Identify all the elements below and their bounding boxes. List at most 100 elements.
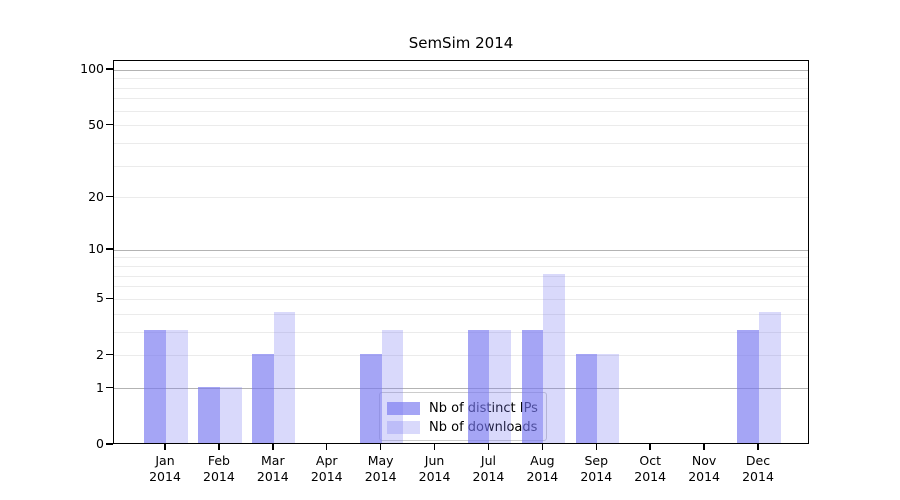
major-gridline bbox=[114, 388, 808, 390]
bar-distinct-ips bbox=[360, 353, 382, 443]
x-tick-mark bbox=[757, 444, 759, 450]
x-tick-year: 2014 bbox=[580, 468, 613, 484]
x-tick-month: Oct bbox=[639, 453, 661, 468]
y-tick-label: 0 bbox=[96, 436, 104, 451]
bar-distinct-ips bbox=[521, 330, 544, 443]
y-tick-label: 1 bbox=[96, 379, 104, 395]
minor-gridline bbox=[114, 110, 808, 112]
x-tick-label: Nov 2014 bbox=[672, 453, 736, 484]
x-tick-mark bbox=[433, 444, 436, 450]
legend: Nb of distinct IPsNb of downloads bbox=[379, 392, 547, 441]
x-tick-mark bbox=[487, 444, 490, 450]
minor-gridline bbox=[114, 355, 808, 357]
chart-title: SemSim 2014 bbox=[408, 34, 514, 52]
x-tick-year: 2014 bbox=[472, 468, 505, 484]
x-tick-month: Sep bbox=[584, 453, 609, 468]
minor-gridline bbox=[114, 87, 808, 89]
bar-distinct-ips bbox=[198, 386, 220, 443]
bar-distinct-ips bbox=[737, 330, 759, 443]
y-tick-mark bbox=[106, 248, 113, 250]
x-tick-label: Apr 2014 bbox=[295, 453, 359, 484]
x-tick-label: Oct 2014 bbox=[618, 453, 682, 484]
minor-gridline bbox=[114, 275, 808, 277]
y-tick-mark bbox=[106, 297, 113, 300]
x-tick-label: Jun 2014 bbox=[403, 453, 467, 484]
x-tick-year: 2014 bbox=[364, 468, 397, 484]
x-tick-year: 2014 bbox=[310, 468, 343, 484]
bar-downloads bbox=[597, 353, 619, 443]
y-tick-mark bbox=[106, 195, 113, 198]
y-tick-mark bbox=[106, 443, 113, 445]
x-tick-month: Aug bbox=[530, 453, 555, 468]
x-tick-month: May bbox=[367, 453, 394, 468]
bar-distinct-ips bbox=[252, 353, 274, 443]
minor-gridline bbox=[114, 331, 808, 333]
x-tick-year: 2014 bbox=[418, 468, 451, 484]
x-tick-month: Nov bbox=[691, 453, 717, 468]
minor-gridline bbox=[114, 125, 808, 127]
x-tick-month: Feb bbox=[207, 453, 230, 468]
x-tick-label: Feb 2014 bbox=[187, 453, 251, 484]
legend-swatch bbox=[387, 421, 420, 434]
x-tick-mark bbox=[379, 444, 382, 450]
bar-downloads bbox=[381, 330, 404, 443]
minor-gridline bbox=[114, 165, 808, 167]
plot-area: Nb of distinct IPsNb of downloads bbox=[113, 60, 809, 444]
minor-gridline bbox=[114, 266, 808, 268]
x-tick-mark bbox=[164, 444, 166, 450]
x-tick-year: 2014 bbox=[149, 468, 181, 484]
x-tick-label: Aug 2014 bbox=[510, 453, 574, 484]
x-tick-year: 2014 bbox=[203, 468, 235, 484]
y-tick-mark bbox=[106, 354, 113, 356]
x-tick-year: 2014 bbox=[526, 468, 559, 484]
y-tick-label: 5 bbox=[96, 290, 104, 306]
bar-downloads bbox=[219, 386, 242, 443]
x-tick-mark bbox=[595, 444, 597, 450]
x-tick-month: Dec bbox=[745, 453, 771, 468]
bar-distinct-ips bbox=[144, 330, 166, 443]
minor-gridline bbox=[114, 313, 808, 315]
y-tick-mark bbox=[106, 68, 113, 70]
major-gridline bbox=[114, 69, 808, 71]
x-tick-month: Apr bbox=[315, 453, 338, 468]
x-tick-label: May 2014 bbox=[349, 453, 413, 484]
minor-gridline bbox=[114, 197, 808, 199]
y-tick-label: 10 bbox=[88, 241, 104, 257]
x-tick-mark bbox=[326, 444, 328, 450]
bar-downloads bbox=[543, 274, 565, 443]
y-tick-label: 100 bbox=[80, 61, 104, 77]
x-tick-label: Dec 2014 bbox=[726, 453, 790, 484]
minor-gridline bbox=[114, 298, 808, 300]
y-tick-mark bbox=[106, 123, 113, 126]
x-tick-month: Mar bbox=[261, 453, 285, 468]
bar-downloads bbox=[759, 312, 781, 443]
x-tick-year: 2014 bbox=[688, 468, 720, 484]
y-tick-label: 50 bbox=[88, 116, 104, 132]
bar-downloads bbox=[273, 312, 296, 443]
minor-gridline bbox=[114, 257, 808, 259]
x-tick-label: Sep 2014 bbox=[564, 453, 628, 484]
x-tick-year: 2014 bbox=[742, 468, 774, 484]
x-tick-mark bbox=[649, 444, 651, 450]
minor-gridline bbox=[114, 286, 808, 288]
x-tick-label: Jul 2014 bbox=[456, 453, 520, 484]
bar-distinct-ips bbox=[575, 353, 598, 443]
x-tick-label: Jan 2014 bbox=[133, 453, 197, 484]
x-tick-mark bbox=[218, 444, 220, 450]
y-tick-label: 20 bbox=[88, 188, 104, 204]
x-tick-mark bbox=[703, 444, 705, 450]
minor-gridline bbox=[114, 142, 808, 144]
x-tick-month: Jun bbox=[424, 453, 445, 468]
x-tick-month: Jan bbox=[155, 453, 175, 468]
y-tick-mark bbox=[106, 386, 113, 389]
x-tick-year: 2014 bbox=[256, 468, 289, 484]
y-tick-label: 2 bbox=[96, 346, 104, 362]
bar-downloads bbox=[166, 330, 188, 443]
x-tick-month: Jul bbox=[480, 453, 496, 468]
major-gridline bbox=[114, 249, 808, 251]
x-tick-year: 2014 bbox=[634, 468, 667, 484]
bar-distinct-ips bbox=[467, 330, 490, 443]
x-tick-mark bbox=[541, 444, 544, 450]
legend-swatch bbox=[387, 402, 420, 415]
